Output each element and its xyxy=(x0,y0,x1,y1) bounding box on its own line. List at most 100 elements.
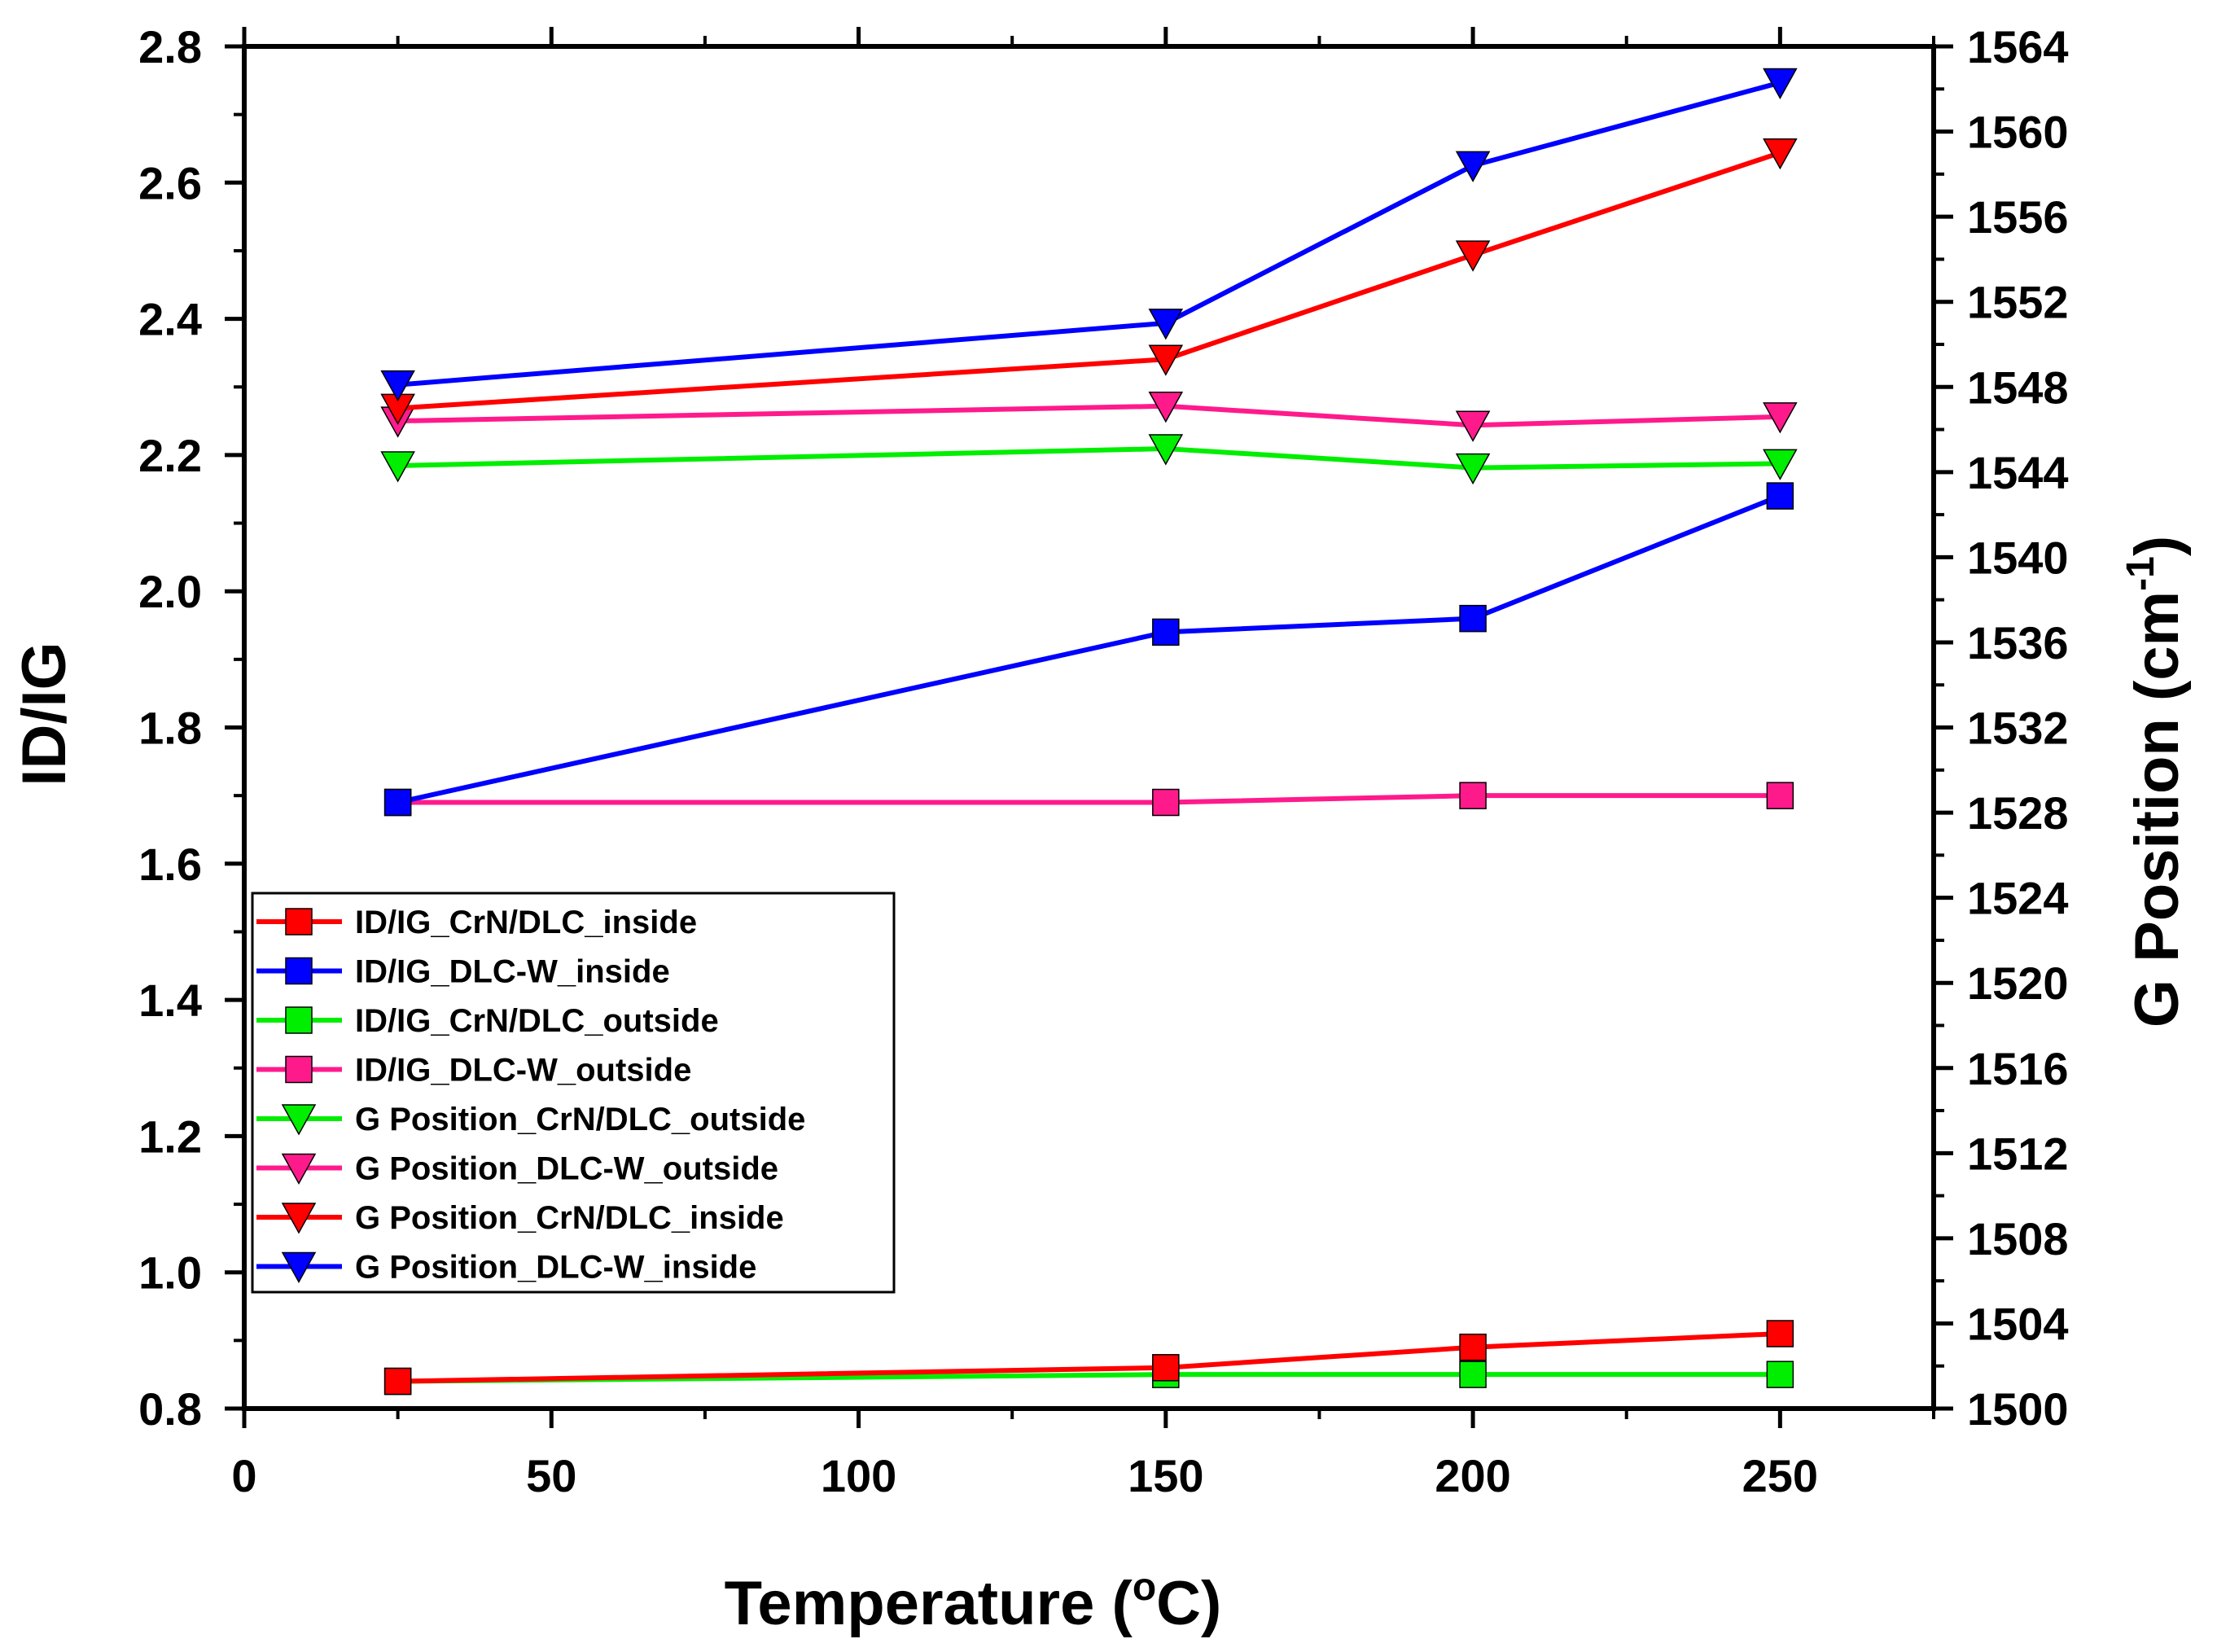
series-line xyxy=(397,80,1781,388)
data-point xyxy=(1459,1361,1487,1388)
data-point xyxy=(1152,788,1180,817)
series-line xyxy=(397,403,1781,428)
legend-label: ID/IG_DLC-W_outside xyxy=(355,1053,691,1089)
y-right-tick-label: 1552 xyxy=(1967,277,2069,328)
y-left-tick-label: 1.0 xyxy=(138,1247,202,1299)
legend-entry: ID/IG_DLC-W_outside xyxy=(256,1053,691,1089)
series-G Position_CrN/DLC_inside xyxy=(380,138,1798,425)
legend-marker xyxy=(281,1251,317,1284)
legend-label: ID/IG_CrN/DLC_inside xyxy=(355,905,697,940)
series-line xyxy=(397,446,1781,471)
y-right-tick-label: 1528 xyxy=(1967,787,2069,839)
series-line xyxy=(397,1330,1781,1384)
legend-entry: ID/IG_CrN/DLC_inside xyxy=(256,905,697,940)
x-tick-label: 50 xyxy=(526,1450,576,1501)
y-right-tick-label: 1556 xyxy=(1967,191,2069,243)
y-left-tick-label: 1.2 xyxy=(138,1111,202,1162)
legend-entry: G Position_CrN/DLC_inside xyxy=(256,1200,784,1236)
plot-frame xyxy=(242,44,1936,1411)
legend-entry: ID/IG_DLC-W_inside xyxy=(256,954,670,990)
legend-box xyxy=(251,892,896,1294)
data-point xyxy=(1766,782,1794,809)
x-tick-label: 0 xyxy=(231,1450,256,1501)
legend-marker xyxy=(281,1104,317,1136)
data-point xyxy=(1763,68,1798,99)
legend-entry: G Position_DLC-W_outside xyxy=(256,1151,778,1187)
legend-label: G Position_DLC-W_outside xyxy=(355,1151,778,1187)
y-left-tick-label: 2.2 xyxy=(138,430,202,481)
legend-label: G Position_CrN/DLC_inside xyxy=(355,1200,784,1236)
data-point xyxy=(1455,151,1491,182)
legend-label: G Position_DLC-W_inside xyxy=(355,1250,756,1286)
series-line xyxy=(397,493,1781,805)
legend-entry: G Position_DLC-W_inside xyxy=(256,1250,756,1286)
y-right-tick-label: 1548 xyxy=(1967,362,2069,413)
tick-labels: 0 50 100 150 200 250 0.8 1.0 1.2 1.4 1.6 1.8 2.0 2.2 2… xyxy=(138,21,2068,1501)
y-right-tick-label: 1536 xyxy=(1967,617,2069,668)
data-point xyxy=(1459,604,1487,633)
y-left-tick-label: 2.6 xyxy=(138,157,202,208)
legend-label: ID/IG_DLC-W_inside xyxy=(355,954,670,990)
y-right-tick-label: 1532 xyxy=(1967,703,2069,754)
y-right-tick-label: 1544 xyxy=(1967,447,2069,498)
x-tick-label: 100 xyxy=(821,1450,896,1501)
data-point xyxy=(383,1367,412,1396)
series-ID/IG_DLC-W_inside xyxy=(383,482,1794,817)
data-point xyxy=(1763,138,1798,170)
legend-marker xyxy=(281,1153,317,1185)
x-tick-label: 200 xyxy=(1435,1450,1510,1501)
legend-entry: G Position_CrN/DLC_outside xyxy=(256,1102,805,1137)
series-ID/IG_CrN/DLC_inside xyxy=(383,1320,1794,1396)
y-left-tick-label: 1.8 xyxy=(138,703,202,754)
data-point xyxy=(1455,410,1491,442)
data-point xyxy=(383,788,412,817)
data-point xyxy=(1455,240,1491,272)
y-right-tick-label: 1540 xyxy=(1967,532,2069,583)
y-axis-right-title: G Position (cm-1) xyxy=(2119,536,2192,1028)
data-point xyxy=(1148,392,1184,423)
data-point xyxy=(1148,434,1184,466)
series-line xyxy=(397,793,1781,805)
x-axis-title: Temperature (oC) xyxy=(725,1566,1222,1638)
y-left-tick-label: 2.0 xyxy=(138,566,202,617)
y-right-tick-label: 1564 xyxy=(1967,21,2069,72)
data-point xyxy=(1763,449,1798,480)
y-left-tick-label: 1.6 xyxy=(138,839,202,890)
y-right-tick-label: 1524 xyxy=(1967,873,2069,924)
legend-entry: ID/IG_CrN/DLC_outside xyxy=(256,1003,719,1039)
series-ID/IG_DLC-W_outside xyxy=(383,782,1794,817)
data-point xyxy=(1148,344,1184,376)
series-line xyxy=(397,150,1781,411)
y-right-tick-label: 1520 xyxy=(1967,957,2069,1009)
series-G Position_DLC-W_inside xyxy=(380,68,1798,402)
x-tick-label: 250 xyxy=(1742,1450,1818,1501)
legend-marker xyxy=(285,957,313,985)
data-point xyxy=(1152,618,1180,646)
legend-marker xyxy=(285,1055,313,1084)
data-point xyxy=(1766,482,1794,510)
data-point xyxy=(1459,1333,1487,1361)
y-right-tick-label: 1516 xyxy=(1967,1043,2069,1094)
legend: ID/IG_CrN/DLC_inside ID/IG_DLC-W_inside ID… xyxy=(251,892,896,1294)
legend-marker xyxy=(285,908,313,936)
y-right-tick-label: 1512 xyxy=(1967,1128,2069,1179)
legend-marker xyxy=(285,1006,313,1034)
series-layer xyxy=(380,68,1798,1396)
legend-label: ID/IG_CrN/DLC_outside xyxy=(355,1003,719,1039)
y-right-tick-label: 1508 xyxy=(1967,1213,2069,1264)
data-point xyxy=(1766,1361,1794,1388)
series-G Position_CrN/DLC_outside xyxy=(380,434,1798,485)
y-axis-left-title: ID/IG xyxy=(10,642,79,786)
legend-label: G Position_CrN/DLC_outside xyxy=(355,1102,805,1137)
y-left-tick-label: 2.8 xyxy=(138,21,202,72)
y-right-tick-label: 1504 xyxy=(1967,1298,2069,1349)
y-right-tick-label: 1560 xyxy=(1967,107,2069,158)
data-point xyxy=(1148,309,1184,340)
data-point xyxy=(1763,402,1798,434)
data-point xyxy=(1459,782,1487,809)
data-point xyxy=(1455,453,1491,485)
data-point xyxy=(1152,1354,1180,1382)
series-line xyxy=(397,1372,1781,1384)
data-point xyxy=(380,451,415,483)
